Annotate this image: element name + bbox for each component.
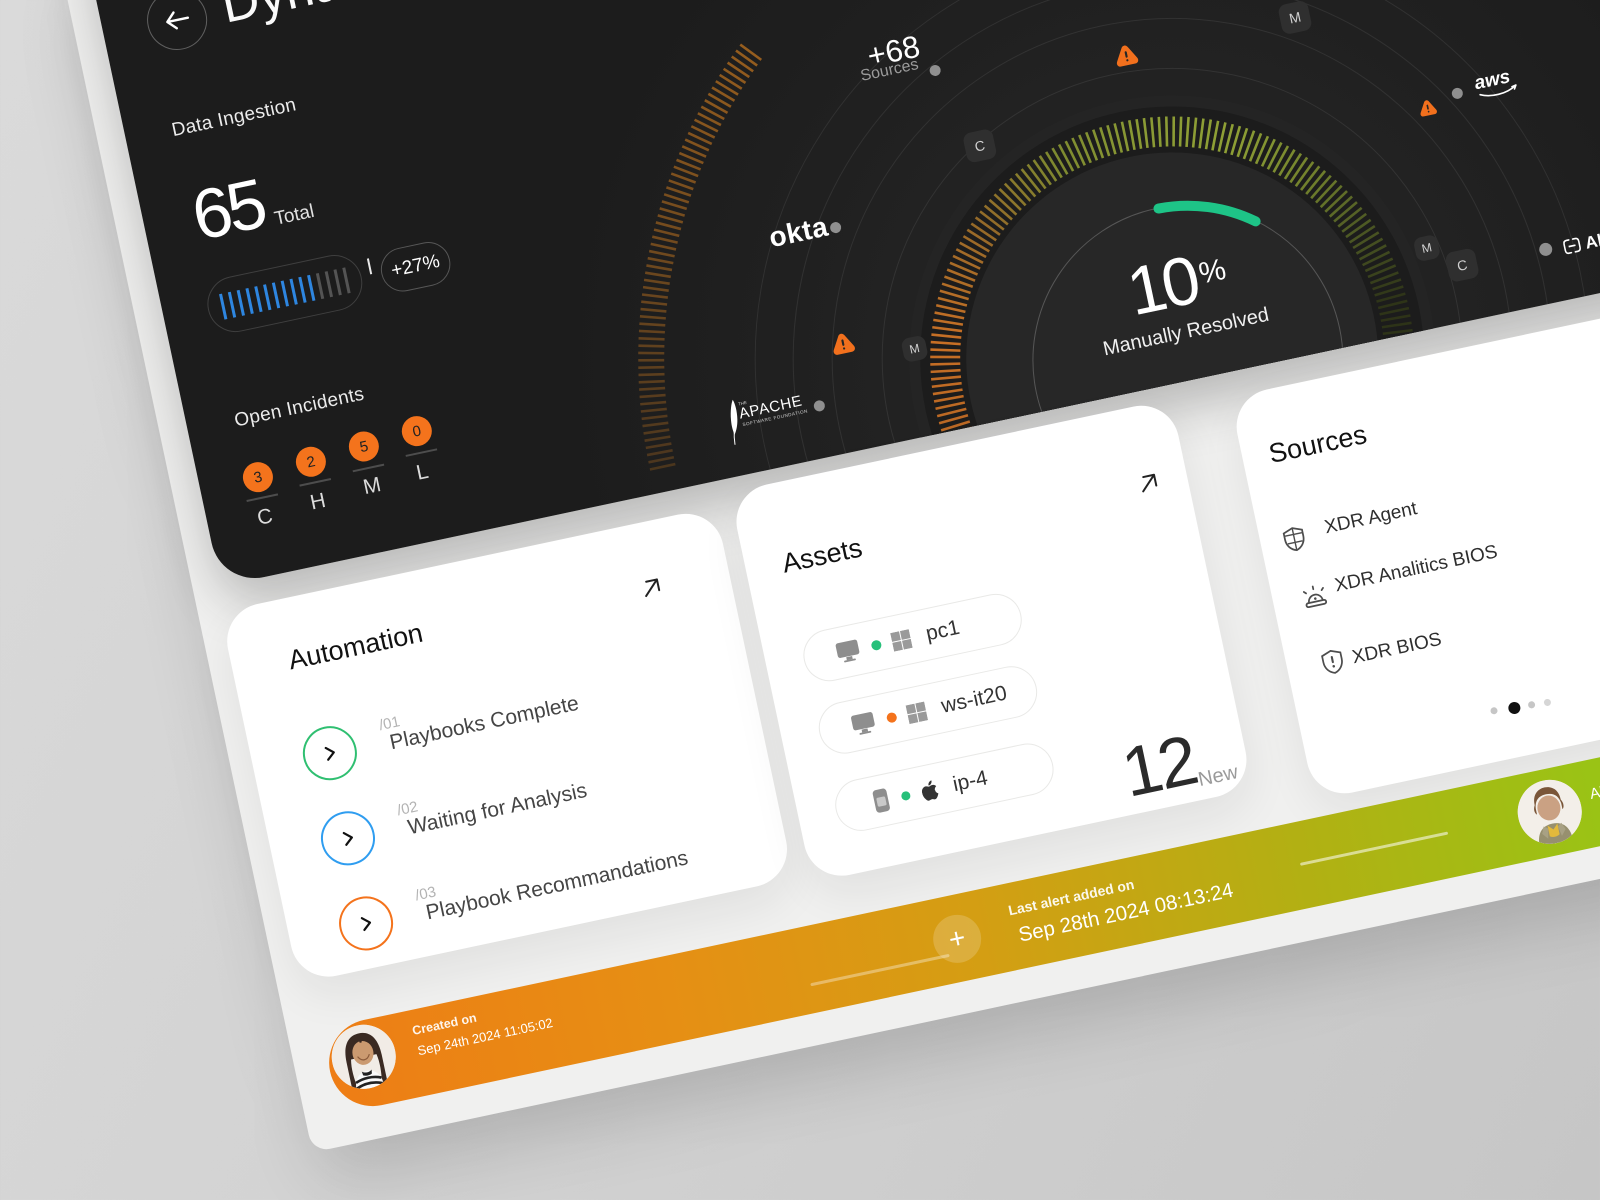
svg-text:aws: aws — [1473, 66, 1513, 94]
svg-text:THE: THE — [738, 400, 748, 407]
